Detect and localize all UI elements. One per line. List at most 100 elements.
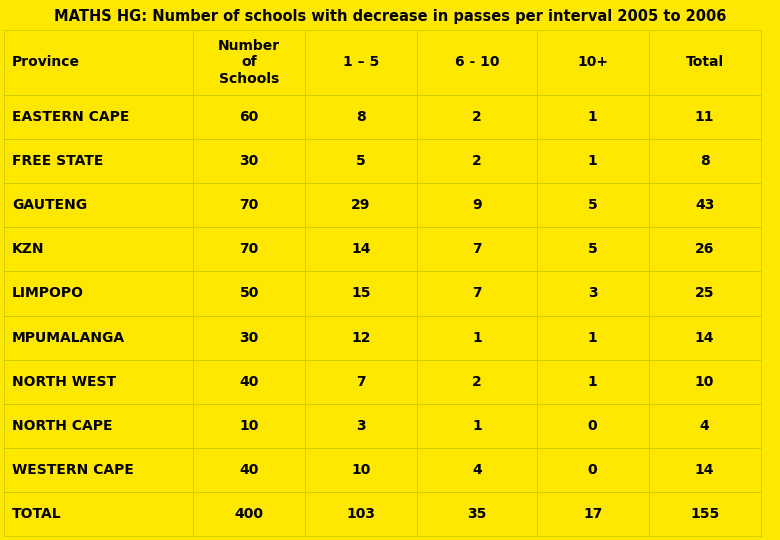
Bar (417, 227, 537, 272)
Text: 103: 103 (346, 507, 375, 521)
Text: 2: 2 (472, 154, 482, 168)
Bar (4, 315, 193, 360)
Text: 70: 70 (239, 198, 259, 212)
Text: 10: 10 (351, 463, 370, 477)
Text: 5: 5 (588, 242, 597, 256)
Bar (417, 315, 537, 360)
Bar (4, 30, 193, 95)
Bar (4, 272, 193, 315)
Bar (305, 30, 417, 95)
Bar (193, 315, 305, 360)
Text: 14: 14 (695, 330, 714, 345)
Text: Province: Province (12, 56, 80, 70)
Text: 1: 1 (588, 154, 597, 168)
Bar (193, 95, 305, 139)
Text: 30: 30 (239, 154, 259, 168)
Text: 10: 10 (239, 418, 259, 433)
Bar (305, 139, 417, 183)
Text: 1 – 5: 1 – 5 (343, 56, 379, 70)
Bar (537, 30, 649, 95)
Text: 11: 11 (695, 110, 714, 124)
Text: 70: 70 (239, 242, 259, 256)
Text: 8: 8 (356, 110, 366, 124)
Text: 1: 1 (472, 330, 482, 345)
Bar (537, 227, 649, 272)
Text: MATHS HG: Number of schools with decrease in passes per interval 2005 to 2006: MATHS HG: Number of schools with decreas… (54, 9, 726, 24)
Bar (537, 272, 649, 315)
Text: GAUTENG: GAUTENG (12, 198, 87, 212)
Bar (649, 272, 760, 315)
Text: 2: 2 (472, 375, 482, 389)
Text: LIMPOPO: LIMPOPO (12, 286, 84, 300)
Bar (4, 183, 193, 227)
Bar (4, 492, 193, 536)
Text: 7: 7 (472, 286, 482, 300)
Bar (4, 227, 193, 272)
Bar (193, 227, 305, 272)
Bar (537, 448, 649, 492)
Text: 30: 30 (239, 330, 259, 345)
Text: 0: 0 (588, 418, 597, 433)
Bar (537, 139, 649, 183)
Bar (649, 492, 760, 536)
Bar (193, 183, 305, 227)
Text: 50: 50 (239, 286, 259, 300)
Bar (193, 492, 305, 536)
Bar (417, 139, 537, 183)
Bar (649, 139, 760, 183)
Bar (305, 272, 417, 315)
Bar (417, 95, 537, 139)
Text: 3: 3 (588, 286, 597, 300)
Text: 7: 7 (356, 375, 366, 389)
Bar (537, 492, 649, 536)
Bar (417, 448, 537, 492)
Text: 7: 7 (472, 242, 482, 256)
Text: 4: 4 (700, 418, 710, 433)
Text: KZN: KZN (12, 242, 44, 256)
Bar (649, 315, 760, 360)
Bar (649, 30, 760, 95)
Bar (4, 360, 193, 404)
Bar (649, 448, 760, 492)
Text: 1: 1 (588, 110, 597, 124)
Bar (649, 360, 760, 404)
Bar (193, 30, 305, 95)
Text: 14: 14 (351, 242, 370, 256)
Bar (537, 360, 649, 404)
Text: Number
of
Schools: Number of Schools (218, 39, 280, 86)
Text: NORTH WEST: NORTH WEST (12, 375, 116, 389)
Bar (537, 404, 649, 448)
Text: 5: 5 (356, 154, 366, 168)
Text: 6 - 10: 6 - 10 (455, 56, 499, 70)
Bar (417, 183, 537, 227)
Text: NORTH CAPE: NORTH CAPE (12, 418, 112, 433)
Bar (305, 360, 417, 404)
Bar (537, 183, 649, 227)
Text: 17: 17 (583, 507, 602, 521)
Text: 2: 2 (472, 110, 482, 124)
Bar (305, 404, 417, 448)
Bar (305, 183, 417, 227)
Text: 40: 40 (239, 375, 259, 389)
Text: 5: 5 (588, 198, 597, 212)
Bar (305, 448, 417, 492)
Text: WESTERN CAPE: WESTERN CAPE (12, 463, 134, 477)
Text: 10+: 10+ (577, 56, 608, 70)
Bar (193, 448, 305, 492)
Text: 29: 29 (351, 198, 370, 212)
Bar (537, 95, 649, 139)
Bar (193, 272, 305, 315)
Text: 1: 1 (588, 330, 597, 345)
Bar (305, 492, 417, 536)
Text: 26: 26 (695, 242, 714, 256)
Text: 35: 35 (467, 507, 487, 521)
Bar (417, 492, 537, 536)
Bar (417, 30, 537, 95)
Text: 4: 4 (472, 463, 482, 477)
Bar (193, 360, 305, 404)
Text: 25: 25 (695, 286, 714, 300)
Text: 1: 1 (588, 375, 597, 389)
Bar (305, 95, 417, 139)
Bar (4, 95, 193, 139)
Text: TOTAL: TOTAL (12, 507, 62, 521)
